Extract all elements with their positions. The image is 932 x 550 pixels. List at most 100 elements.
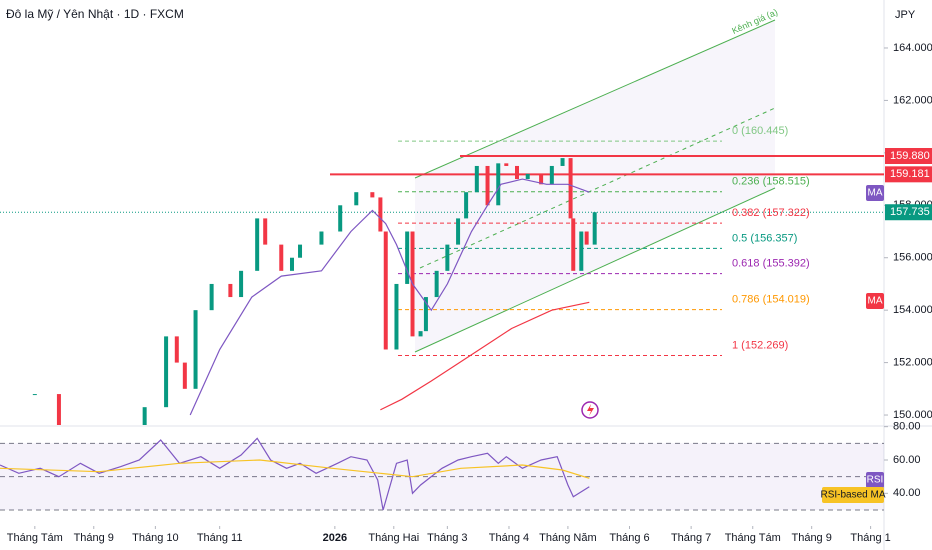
last-price-tag [885,204,932,221]
rsi-tag-label: RSI [867,475,884,486]
candle [496,163,501,206]
candle [418,331,423,337]
currency: JPY [895,9,916,21]
x-tick-label: Tháng Năm [539,532,596,544]
candle [255,218,260,271]
candle [209,283,214,311]
ma-tag [866,293,884,309]
candle [525,173,530,180]
candle [298,244,303,258]
y-tick-label: 164.000 [893,42,932,54]
candle [394,283,399,350]
ma-line [189,178,590,416]
x-tick-label: Tháng Tám [725,532,781,544]
candle [142,407,147,425]
ma-tag-label: MA [868,296,883,307]
candle [370,192,375,198]
rsi-tag [866,472,884,488]
x-tick-label: Tháng 11 [197,532,243,544]
candle [474,165,479,193]
level-tag [885,166,932,183]
x-tick-label: Tháng 3 [427,532,467,544]
candle [571,218,576,271]
last-price-label: 157.735 [890,206,930,218]
candle [239,270,244,298]
x-tick-label: Tháng Tám [7,532,63,544]
fib-label: 0.5 (156.357) [732,232,797,244]
x-tick-label: Tháng 7 [671,532,711,544]
candle [338,205,343,232]
candle [445,244,450,271]
x-tick-label: Tháng 10 [132,532,178,544]
x-tick-label: Tháng 9 [791,532,831,544]
rsi-tick-label: 80.00 [893,421,921,433]
fib-label: 0.786 (154.019) [732,294,810,306]
level-label: 159.880 [890,150,930,162]
x-tick-label: Tháng 1 [850,532,890,544]
rsi-tick-label: 60.00 [893,454,921,466]
fib-label: 0.382 (157.322) [732,207,810,219]
rsi-line [0,437,590,511]
y-tick-label: 156.000 [893,252,932,264]
candle [423,297,428,332]
x-tick-label: Tháng 4 [489,532,529,544]
candle [579,231,584,271]
candle [228,283,233,298]
candle [319,231,324,245]
candle [32,394,37,396]
candle [584,231,589,245]
candle [182,362,187,389]
level-label: 159.181 [890,168,930,180]
y-tick-label: 154.000 [893,304,932,316]
x-tick-label: Tháng 6 [609,532,649,544]
candle [193,310,198,389]
event-icon[interactable] [581,401,599,419]
price-pane [0,140,884,425]
event-icon-bolt [587,404,594,416]
candle [383,231,388,350]
channel-upper [414,19,776,179]
candle [515,165,520,180]
rsi-band-fill [0,443,884,510]
candle [174,336,179,363]
candle [164,336,169,408]
candle [405,231,410,284]
candle [456,218,461,245]
rsi-tick-label: 40.00 [893,487,921,499]
level-tag [885,147,932,164]
y-tick-label: 150.000 [893,409,932,421]
channel-fill [415,20,775,352]
fib-label: 0 (160.445) [732,125,788,137]
fib-label: 0.236 (158.515) [732,176,810,188]
candle [560,158,565,166]
candle [354,192,359,206]
y-tick-label: 152.000 [893,357,932,369]
rsi-line [0,459,590,479]
fib-label: 0.618 (155.392) [732,258,810,270]
candle [549,165,554,185]
candle [539,173,544,185]
y-tick-label: 162.000 [893,94,932,106]
candle [263,218,268,245]
rsi-tag-label: RSI-based MA [820,490,885,501]
rsi-tag [822,487,884,503]
candle [434,270,439,298]
candle [378,197,383,232]
ma-line [380,301,590,411]
fib-label: 1 (152.269) [732,339,788,351]
x-tick-label: 2026 [323,532,347,544]
candle [504,163,509,166]
x-tick-label: Tháng Hai [368,532,419,544]
chart-title: Đô la Mỹ / Yên Nhật · 1D · FXCM [6,7,184,21]
channel-middle [419,107,776,269]
x-tick-label: Tháng 9 [74,532,114,544]
ma-tag-label: MA [868,188,883,199]
candle [56,394,61,425]
candle [464,192,469,219]
candle [592,212,597,245]
candle [568,158,573,219]
channel-lower [414,187,776,353]
candle [485,165,490,206]
rsi-pane [0,437,884,511]
